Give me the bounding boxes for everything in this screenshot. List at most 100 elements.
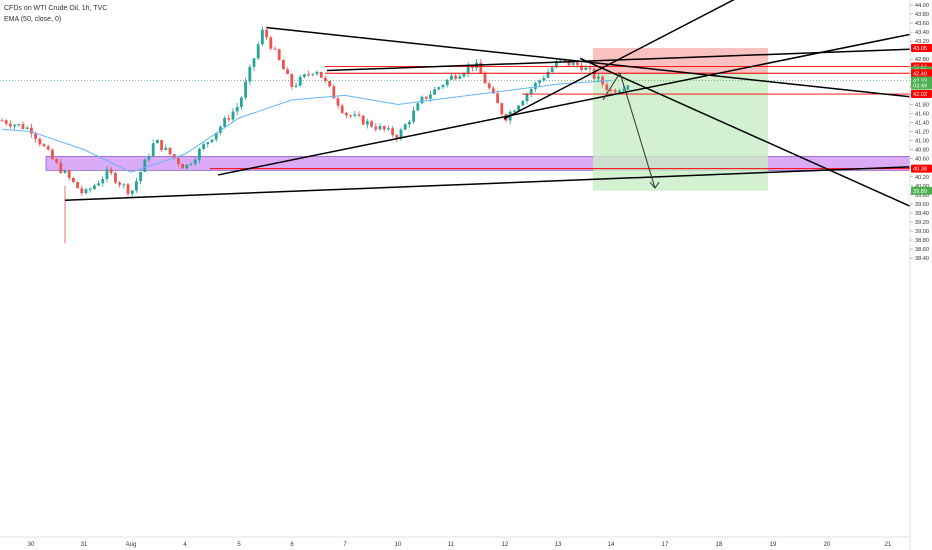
- candle-body: [529, 88, 533, 94]
- y-tick-label: 40.80: [915, 148, 929, 154]
- candle-body: [500, 103, 504, 115]
- candle-body: [387, 128, 390, 130]
- candle-body: [38, 138, 42, 145]
- candle: [525, 92, 529, 105]
- candle-body: [25, 127, 29, 129]
- candle-body: [151, 143, 155, 157]
- candle-body: [244, 81, 247, 98]
- price-tag-bg: [911, 69, 932, 78]
- candle: [25, 125, 29, 130]
- price-tag: 39.89: [911, 186, 932, 195]
- candle-body: [147, 156, 151, 160]
- candle: [357, 111, 361, 118]
- candle-body: [294, 85, 298, 87]
- candlesticks: [0, 26, 630, 244]
- candle-body: [576, 62, 579, 66]
- candle-body: [580, 65, 583, 70]
- candle: [605, 81, 609, 93]
- candle-body: [592, 69, 596, 79]
- candle: [67, 169, 71, 181]
- x-tick-label: 18: [716, 542, 723, 548]
- candle-body: [416, 103, 420, 111]
- candle: [613, 88, 617, 94]
- x-tick-label: 20: [824, 542, 831, 548]
- candle-body: [160, 140, 163, 150]
- ema-layer: [1, 79, 612, 173]
- candle-body: [168, 147, 172, 155]
- ema-indicator-label[interactable]: EMA (50, close, 0): [4, 16, 62, 23]
- candle: [487, 81, 491, 90]
- candle: [437, 86, 441, 92]
- zones-layer: [45, 47, 911, 191]
- candle-body: [353, 114, 357, 116]
- symbol-title[interactable]: CFDs on WTI Crude Oil, 1h, TVC: [4, 5, 108, 12]
- candle: [298, 74, 302, 88]
- candle-body: [0, 120, 4, 122]
- candle-body: [525, 93, 529, 102]
- candle: [378, 123, 382, 131]
- candle: [441, 84, 445, 90]
- candle: [454, 73, 457, 81]
- candle: [202, 141, 205, 150]
- y-tick-label: 43.40: [915, 30, 929, 36]
- candle-body: [93, 185, 96, 190]
- candle: [496, 90, 499, 104]
- candle-body: [328, 80, 331, 87]
- candle: [193, 156, 197, 166]
- candle-body: [265, 29, 268, 38]
- candle: [466, 62, 470, 77]
- candle-body: [303, 74, 306, 77]
- x-tick-label: 19: [770, 542, 777, 548]
- candle-body: [357, 114, 361, 116]
- price-tag-label: 43.05: [913, 46, 927, 52]
- candle: [345, 112, 348, 119]
- candle-body: [139, 172, 142, 182]
- candle-body: [231, 111, 235, 120]
- candle: [181, 163, 184, 169]
- candle-body: [403, 124, 407, 130]
- candle: [450, 73, 453, 81]
- y-tick-label: 43.80: [915, 12, 929, 18]
- candle-body: [261, 29, 264, 45]
- price-tag-label: 40.38: [913, 167, 927, 173]
- candle: [244, 77, 247, 100]
- candle: [458, 73, 462, 80]
- price-tag: 42.03: [911, 90, 932, 99]
- candle-body: [63, 170, 67, 173]
- candle: [231, 107, 235, 123]
- candle: [135, 177, 138, 193]
- y-tick-label: 41.60: [915, 111, 929, 117]
- candle: [597, 73, 600, 83]
- candle-body: [433, 89, 436, 95]
- candle-body: [626, 85, 630, 90]
- y-tick-label: 39.40: [915, 211, 929, 217]
- candle: [88, 187, 92, 193]
- candle: [542, 75, 546, 83]
- candle: [294, 82, 298, 89]
- price-tag: 43.05: [911, 43, 932, 52]
- candle-body: [563, 60, 567, 62]
- candle-body: [458, 76, 462, 79]
- x-tick-label: 5: [237, 542, 241, 548]
- candle: [609, 88, 613, 93]
- candle-body: [34, 133, 37, 139]
- candle-body: [546, 71, 550, 78]
- projection-down: [619, 72, 656, 189]
- x-tick-label: 17: [662, 542, 669, 548]
- price-tag-label: 03:49: [913, 83, 927, 89]
- candle: [46, 144, 50, 151]
- candle-body: [445, 79, 449, 86]
- trendlines-layer: [64, 0, 911, 207]
- candle-body: [450, 75, 453, 80]
- candle: [164, 144, 168, 151]
- candle: [227, 114, 231, 123]
- candle-body: [206, 142, 210, 145]
- candle-body: [177, 158, 180, 164]
- y-tick-label: 41.40: [915, 121, 929, 127]
- candle: [328, 80, 331, 88]
- candle: [382, 125, 386, 133]
- candle: [618, 88, 621, 94]
- price-tag-bg: [911, 43, 932, 52]
- candle-body: [349, 115, 352, 117]
